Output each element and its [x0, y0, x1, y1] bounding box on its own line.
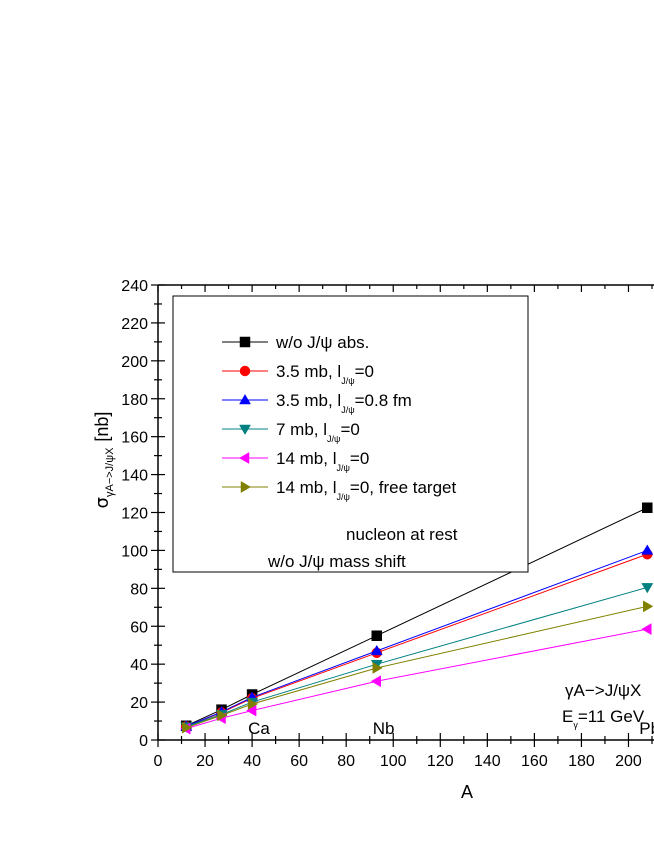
data-point: [371, 630, 383, 641]
data-point: [370, 644, 383, 656]
x-tick-label: 180: [568, 753, 595, 770]
x-tick-label: 40: [243, 753, 261, 770]
y-label-sub: γA−>J/ψX: [104, 447, 116, 497]
axis-ticks: [151, 284, 653, 747]
legend-label: 3.5 mb, lJ/ψ=0: [276, 362, 374, 386]
series-layer: [180, 502, 654, 735]
y-tick-label: 240: [121, 278, 148, 295]
legend-marker: [239, 365, 251, 377]
data-point: [641, 623, 652, 636]
y-tick-label: 200: [121, 354, 148, 371]
data-point: [641, 544, 654, 555]
legend-label: 3.5 mb, lJ/ψ=0.8 fm: [276, 391, 412, 415]
data-point: [181, 721, 193, 734]
y-tick-label: 20: [130, 695, 148, 712]
x-tick-label: 140: [474, 753, 501, 770]
data-point: [641, 583, 654, 594]
y-tick-label: 140: [121, 468, 148, 485]
element-label: Nb: [373, 719, 395, 738]
legend-marker: [239, 452, 250, 464]
element-label: Ca: [248, 719, 270, 738]
x-tick-label: 60: [290, 753, 308, 770]
y-tick-label: 180: [121, 392, 148, 409]
legend: w/o J/ψ abs. 3.5 mb, lJ/ψ=0 3.5 mb, lJ/ψ=0…: [222, 333, 458, 571]
legend-marker: [239, 394, 251, 405]
x-tick-label: 120: [427, 753, 454, 770]
x-tick-label: 20: [196, 753, 214, 770]
energy-main: E: [562, 707, 573, 726]
y-tick-label: 160: [121, 430, 148, 447]
legend-marker: [240, 481, 251, 493]
x-tick-label: 100: [380, 753, 407, 770]
element-label: Pb: [639, 719, 654, 738]
legend-label: 7 mb, lJ/ψ=0: [276, 420, 360, 444]
legend-item: 14 mb, lJ/ψ=0: [222, 449, 369, 473]
svg-text:σγA−>J/ψX[nb]: σγA−>J/ψX [nb]: [92, 412, 116, 509]
y-axis-label: σγA−>J/ψX [nb]: [92, 412, 116, 509]
x-axis-label: A: [461, 782, 473, 802]
axes-frame: [157, 284, 654, 741]
x-tick-label: 0: [154, 753, 163, 770]
legend-note-2: w/o J/ψ mass shift: [267, 552, 406, 571]
element-labels: Ca Nb Pb: [248, 719, 654, 738]
data-point: [370, 675, 382, 688]
data-point: [217, 709, 228, 722]
energy-sub: γ: [573, 720, 578, 730]
legend-label: 14 mb, lJ/ψ=0: [276, 449, 369, 473]
y-tick-label: 220: [121, 316, 148, 333]
legend-marker: [239, 336, 251, 348]
y-label-main: σ: [92, 497, 113, 508]
x-tick-label: 160: [521, 753, 548, 770]
y-tick-label: 60: [130, 619, 148, 636]
energy-label: Eγ=11 GeV: [562, 707, 645, 730]
legend-item: 3.5 mb, lJ/ψ=0: [222, 362, 374, 386]
legend-label: w/o J/ψ abs.: [275, 333, 369, 352]
legend-marker: [239, 424, 251, 435]
data-point: [643, 600, 654, 613]
legend-note-1: nucleon at rest: [346, 525, 458, 544]
x-tick-label: 80: [337, 753, 355, 770]
data-point: [642, 502, 653, 514]
y-label-unit: [nb]: [92, 412, 112, 442]
y-tick-label: 100: [121, 543, 148, 560]
tick-labels: 0 20 40 60 80 100 120 140 160 180 200 0 20 40 60 80 100 1…: [121, 278, 642, 770]
y-tick-label: 0: [139, 733, 148, 750]
y-tick-label: 80: [130, 581, 148, 598]
legend-item: 14 mb, lJ/ψ=0, free target: [222, 478, 456, 502]
legend-label: 14 mb, lJ/ψ=0, free target: [276, 478, 456, 502]
series-6: [181, 600, 654, 734]
legend-item: 3.5 mb, lJ/ψ=0.8 fm: [222, 391, 412, 415]
y-tick-label: 120: [121, 506, 148, 523]
legend-item: 7 mb, lJ/ψ=0: [222, 420, 360, 444]
reaction-label: γA−>J/ψX: [565, 681, 641, 700]
data-point: [247, 698, 259, 710]
y-tick-label: 40: [130, 657, 148, 674]
data-point: [372, 662, 383, 674]
x-tick-label: 200: [615, 753, 642, 770]
energy-value: =11 GeV: [578, 707, 645, 726]
legend-item: w/o J/ψ abs.: [222, 333, 369, 352]
